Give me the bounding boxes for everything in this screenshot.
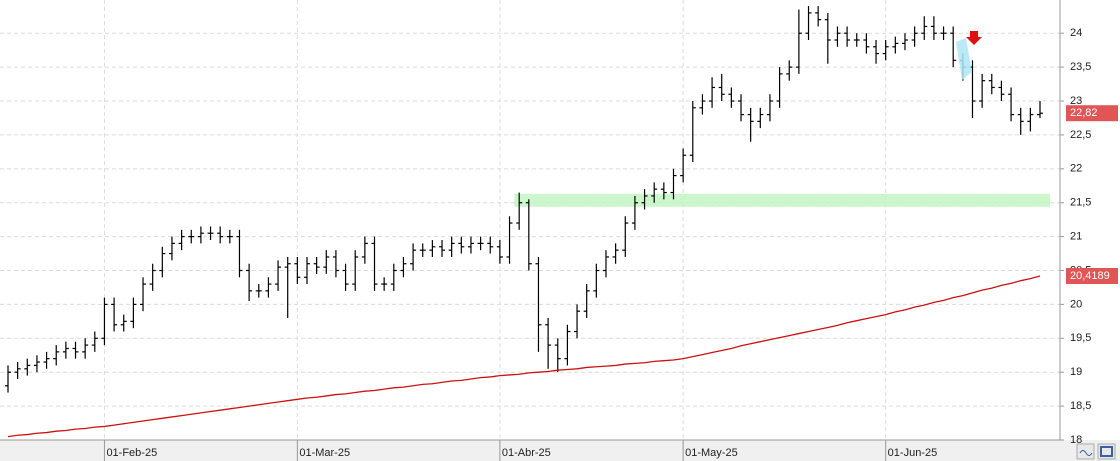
y-tick-label: 20 — [1070, 298, 1082, 310]
marks — [5, 6, 1043, 438]
save-icon — [1100, 446, 1113, 457]
grid — [0, 0, 1060, 441]
x-tick-label: 01-May-25 — [685, 447, 738, 459]
y-tick-label: 22,5 — [1070, 129, 1091, 141]
y-tick-label: 19,5 — [1070, 332, 1091, 344]
y-tick-label: 21 — [1070, 231, 1082, 243]
y-tick-label: 18 — [1070, 434, 1082, 446]
price-tag-label: 20,4189 — [1070, 270, 1110, 282]
highlight — [956, 38, 972, 80]
signal-arrow — [966, 31, 982, 45]
x-tick-label: 01-Feb-25 — [106, 447, 157, 459]
zoom-icon — [1079, 450, 1093, 456]
y-tick-label: 18,5 — [1070, 400, 1091, 412]
x-tick-label: 01-Abr-25 — [502, 447, 551, 459]
support-zone — [514, 193, 1050, 207]
y-tick-label: 22 — [1070, 163, 1082, 175]
price-tag-label: 22,82 — [1070, 107, 1098, 119]
y-tick-label: 21,5 — [1070, 197, 1091, 209]
y-tick-label: 23 — [1070, 95, 1082, 107]
y-tick-label: 24 — [1070, 27, 1082, 39]
axis: 1818,51919,52020,52121,52222,52323,52401… — [103, 27, 1118, 461]
x-tick-label: 01-Mar-25 — [299, 447, 350, 459]
x-tick-label: 01-Jun-25 — [888, 447, 938, 459]
x-axis-strip — [0, 440, 1120, 461]
y-tick-label: 19 — [1070, 366, 1082, 378]
y-tick-label: 23,5 — [1070, 61, 1091, 73]
price-tag — [1066, 105, 1118, 122]
moving-average-line — [7, 275, 1041, 438]
price-tag — [1066, 268, 1118, 285]
